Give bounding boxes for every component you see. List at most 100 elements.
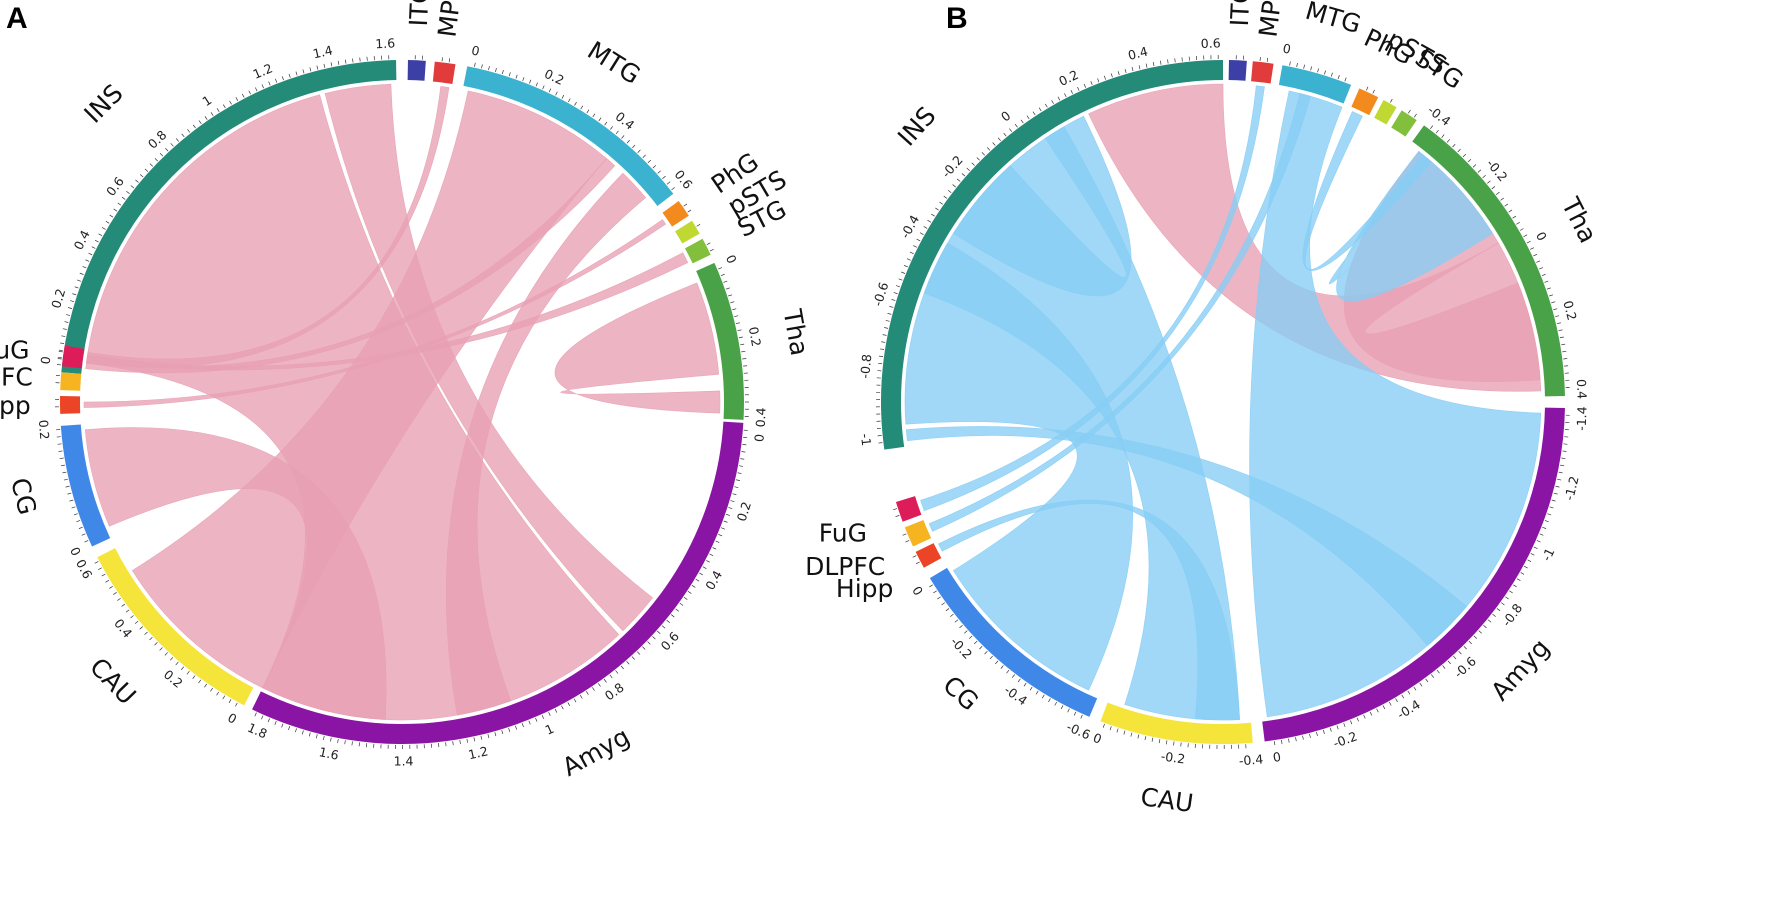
panel-a-arc-phg — [662, 200, 689, 227]
panel-a-tick-cau — [149, 636, 153, 641]
panel-b-tick-amyg — [1473, 635, 1478, 639]
panel-b-tick-label-cg: 0 — [909, 583, 926, 598]
panel-b-tick-tha — [1500, 197, 1504, 201]
panel-b-tick-amyg — [1431, 674, 1435, 678]
panel-b-tick-ins — [1032, 111, 1036, 116]
panel-b-tick-cg — [1029, 686, 1033, 691]
panel-a-tick-psts — [696, 224, 701, 227]
panel-a-tick-amyg — [281, 723, 284, 728]
panel-a-tick-ins — [344, 59, 347, 64]
panel-b-label-itg: ITG — [1225, 0, 1256, 27]
panel-a-tick-ins — [135, 179, 139, 183]
panel-a-tick-cau — [235, 702, 238, 707]
panel-a-tick-amyg — [351, 741, 353, 746]
panel-a-tick-cau — [222, 695, 226, 700]
panel-a-tick-amyg — [609, 674, 613, 679]
panel-b-tick-ins — [1045, 103, 1048, 108]
panel-b-tick-cg — [989, 655, 993, 660]
panel-b-link-ins-cg — [904, 242, 1133, 691]
panel-a-tick-mtg — [647, 159, 652, 164]
panel-a-tick-mtg — [671, 187, 675, 191]
panel-b-tick-label-ins: 0.4 — [1126, 44, 1149, 63]
panel-b-tick-amyg — [1505, 596, 1509, 600]
panel-a-tick-amyg — [709, 553, 714, 557]
panel-b-tick-ins — [1026, 115, 1030, 120]
panel-a-tick-label-ins: 0.6 — [103, 174, 127, 199]
panel-a-tick-ins — [77, 279, 82, 282]
panel-a-tick-tha — [720, 273, 725, 277]
panel-a-tick-fug — [58, 350, 63, 353]
panel-b-tick-ins — [1020, 119, 1024, 124]
panel-b-tick-ins — [1038, 107, 1042, 112]
panel-a-tick-ins — [165, 147, 169, 152]
panel-b-tick-label-tha: -0.2 — [1484, 156, 1511, 184]
panel-a-tick-amyg — [687, 591, 692, 594]
panel-b-tick-label-tha: 0.4 — [1574, 379, 1590, 399]
panel-b-tick-phg — [1372, 89, 1375, 94]
panel-b-tick-tha — [1446, 139, 1451, 143]
panel-a-tick-amyg — [554, 708, 558, 713]
panel-a-tick-amyg — [573, 698, 577, 703]
panel-b-tick-cg — [950, 613, 954, 617]
panel-a-tick-cau — [139, 626, 143, 630]
panel-a-tick-label-cau: 0.6 — [73, 557, 96, 582]
panel-a-tick-mtg — [495, 68, 497, 73]
panel-a-tick-ins — [216, 108, 220, 112]
panel-a-tick-ins — [323, 63, 326, 68]
panel-a-tick-amyg — [344, 740, 346, 745]
panel-b-tick-ins — [952, 184, 956, 188]
panel-a-tick-cau — [144, 631, 148, 635]
panel-a-tick-cau — [105, 579, 110, 583]
panel-a-label-itg: ITG — [404, 0, 435, 27]
panel-b-tick-label-ins: -1 — [858, 433, 874, 447]
panel-a-tick-amyg — [626, 661, 630, 665]
panel-a-tick-mtg — [515, 74, 518, 79]
panel-b-tick-amyg — [1544, 520, 1549, 523]
panel-b-tick-amyg — [1523, 565, 1528, 569]
panel-a-tick-ins — [139, 174, 144, 178]
panel-a-tick-label-amyg: 0.4 — [702, 568, 725, 593]
panel-a-tick-amyg — [735, 479, 741, 481]
panel-a-tick-ins — [91, 246, 96, 249]
panel-b-tick-mpfc — [1266, 57, 1269, 62]
panel-a-tick-mpfc — [448, 58, 451, 63]
panel-a-tick-label-ins: 0.2 — [48, 287, 68, 310]
panel-a-letter: A — [6, 2, 28, 35]
panel-b-tick-label-tha: 0 — [1533, 229, 1550, 243]
panel-b-tick-label-amyg: -0.8 — [1499, 601, 1526, 630]
panel-a-tick-label-amyg: 0.6 — [658, 629, 682, 654]
panel-a-tick-label-ins: 0 — [38, 355, 54, 365]
panel-b-tick-label-amyg: -0.2 — [1331, 728, 1359, 750]
panel-b-tick-tha — [1495, 191, 1500, 195]
panel-a-tick-cg — [60, 464, 65, 467]
panel-a-tick-ins — [126, 190, 130, 194]
panel-b-tick-ins — [923, 226, 928, 229]
panel-b-tick-amyg — [1557, 478, 1562, 481]
panel-a-tick-mtg — [604, 121, 608, 126]
panel-a-tick-ins — [154, 158, 159, 162]
panel-a-tick-ins — [113, 208, 118, 212]
panel-b-tick-ins — [882, 334, 887, 336]
panel-a-tick-ins — [66, 314, 71, 316]
panel-a-tick-mtg — [662, 175, 666, 180]
panel-a-tick-ins — [198, 120, 202, 125]
panel-a-tick-ins — [159, 152, 164, 157]
panel-b-tick-ins — [889, 306, 894, 308]
panel-b-tick-ins — [885, 320, 890, 322]
panel-b-tick-amyg — [1302, 735, 1304, 740]
panel-a-tick-ins — [79, 272, 84, 275]
panel-a-tick-tha — [737, 329, 742, 332]
panel-b-tick-amyg — [1453, 655, 1457, 660]
panel-b-tick-label-cau: -0.2 — [1160, 748, 1186, 766]
panel-a-tick-label-mtg: 0.2 — [542, 66, 566, 88]
panel-b-tick-ins — [931, 213, 935, 217]
panel-b-link-ins-ins — [952, 115, 1132, 297]
panel-b-arc-tha — [1412, 125, 1565, 397]
panel-a-link-mtg-amyg — [445, 172, 647, 716]
panel-b-tick-tha — [1558, 329, 1563, 332]
panel-b-tick-cg — [973, 640, 978, 645]
panel-b-tick-cg — [929, 584, 933, 588]
panel-a-tick-stg — [709, 249, 714, 252]
panel-b-tick-tha — [1482, 174, 1486, 179]
panel-a-tick-ins — [192, 124, 196, 129]
